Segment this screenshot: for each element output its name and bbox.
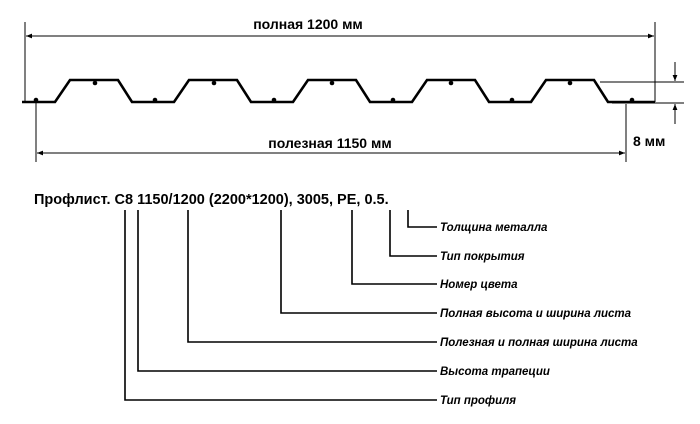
- full-width-label: полная 1200 мм: [253, 16, 363, 32]
- annotation-labels: Толщина металла Тип покрытия Номер цвета…: [440, 222, 638, 407]
- leader-full-size: [280, 210, 437, 314]
- annotation-coating: Тип покрытия: [440, 251, 525, 263]
- stiffener-ribs: [33, 80, 635, 103]
- annotation-color-number: Номер цвета: [440, 279, 518, 291]
- leader-color: [351, 210, 437, 285]
- height-label: 8 мм: [633, 133, 665, 149]
- full-width-dimension: полная 1200 мм: [24, 16, 656, 102]
- annotation-full-size: Полная высота и ширина листа: [440, 308, 632, 320]
- leader-thickness: [407, 210, 437, 228]
- annotation-profile-type: Тип профиля: [440, 395, 516, 407]
- annotation-thickness: Толщина металла: [440, 222, 548, 234]
- useful-width-label: полезная 1150 мм: [268, 135, 391, 151]
- leader-widths: [187, 210, 437, 343]
- leader-lines: [124, 210, 437, 401]
- useful-width-dimension: полезная 1150 мм: [35, 102, 627, 162]
- annotation-widths: Полезная и полная ширина листа: [440, 337, 638, 349]
- profile-outline: [22, 78, 655, 104]
- corrugated-profile: [22, 78, 655, 104]
- height-dimension: 8 мм: [600, 62, 684, 149]
- leader-profile-type: [124, 210, 437, 401]
- annotation-trapezoid-height: Высота трапеции: [440, 366, 550, 378]
- leader-coating: [389, 210, 437, 257]
- product-code: Профлист. С8 1150/1200 (2200*1200), 3005…: [34, 192, 389, 208]
- leader-trapezoid-height: [137, 210, 437, 372]
